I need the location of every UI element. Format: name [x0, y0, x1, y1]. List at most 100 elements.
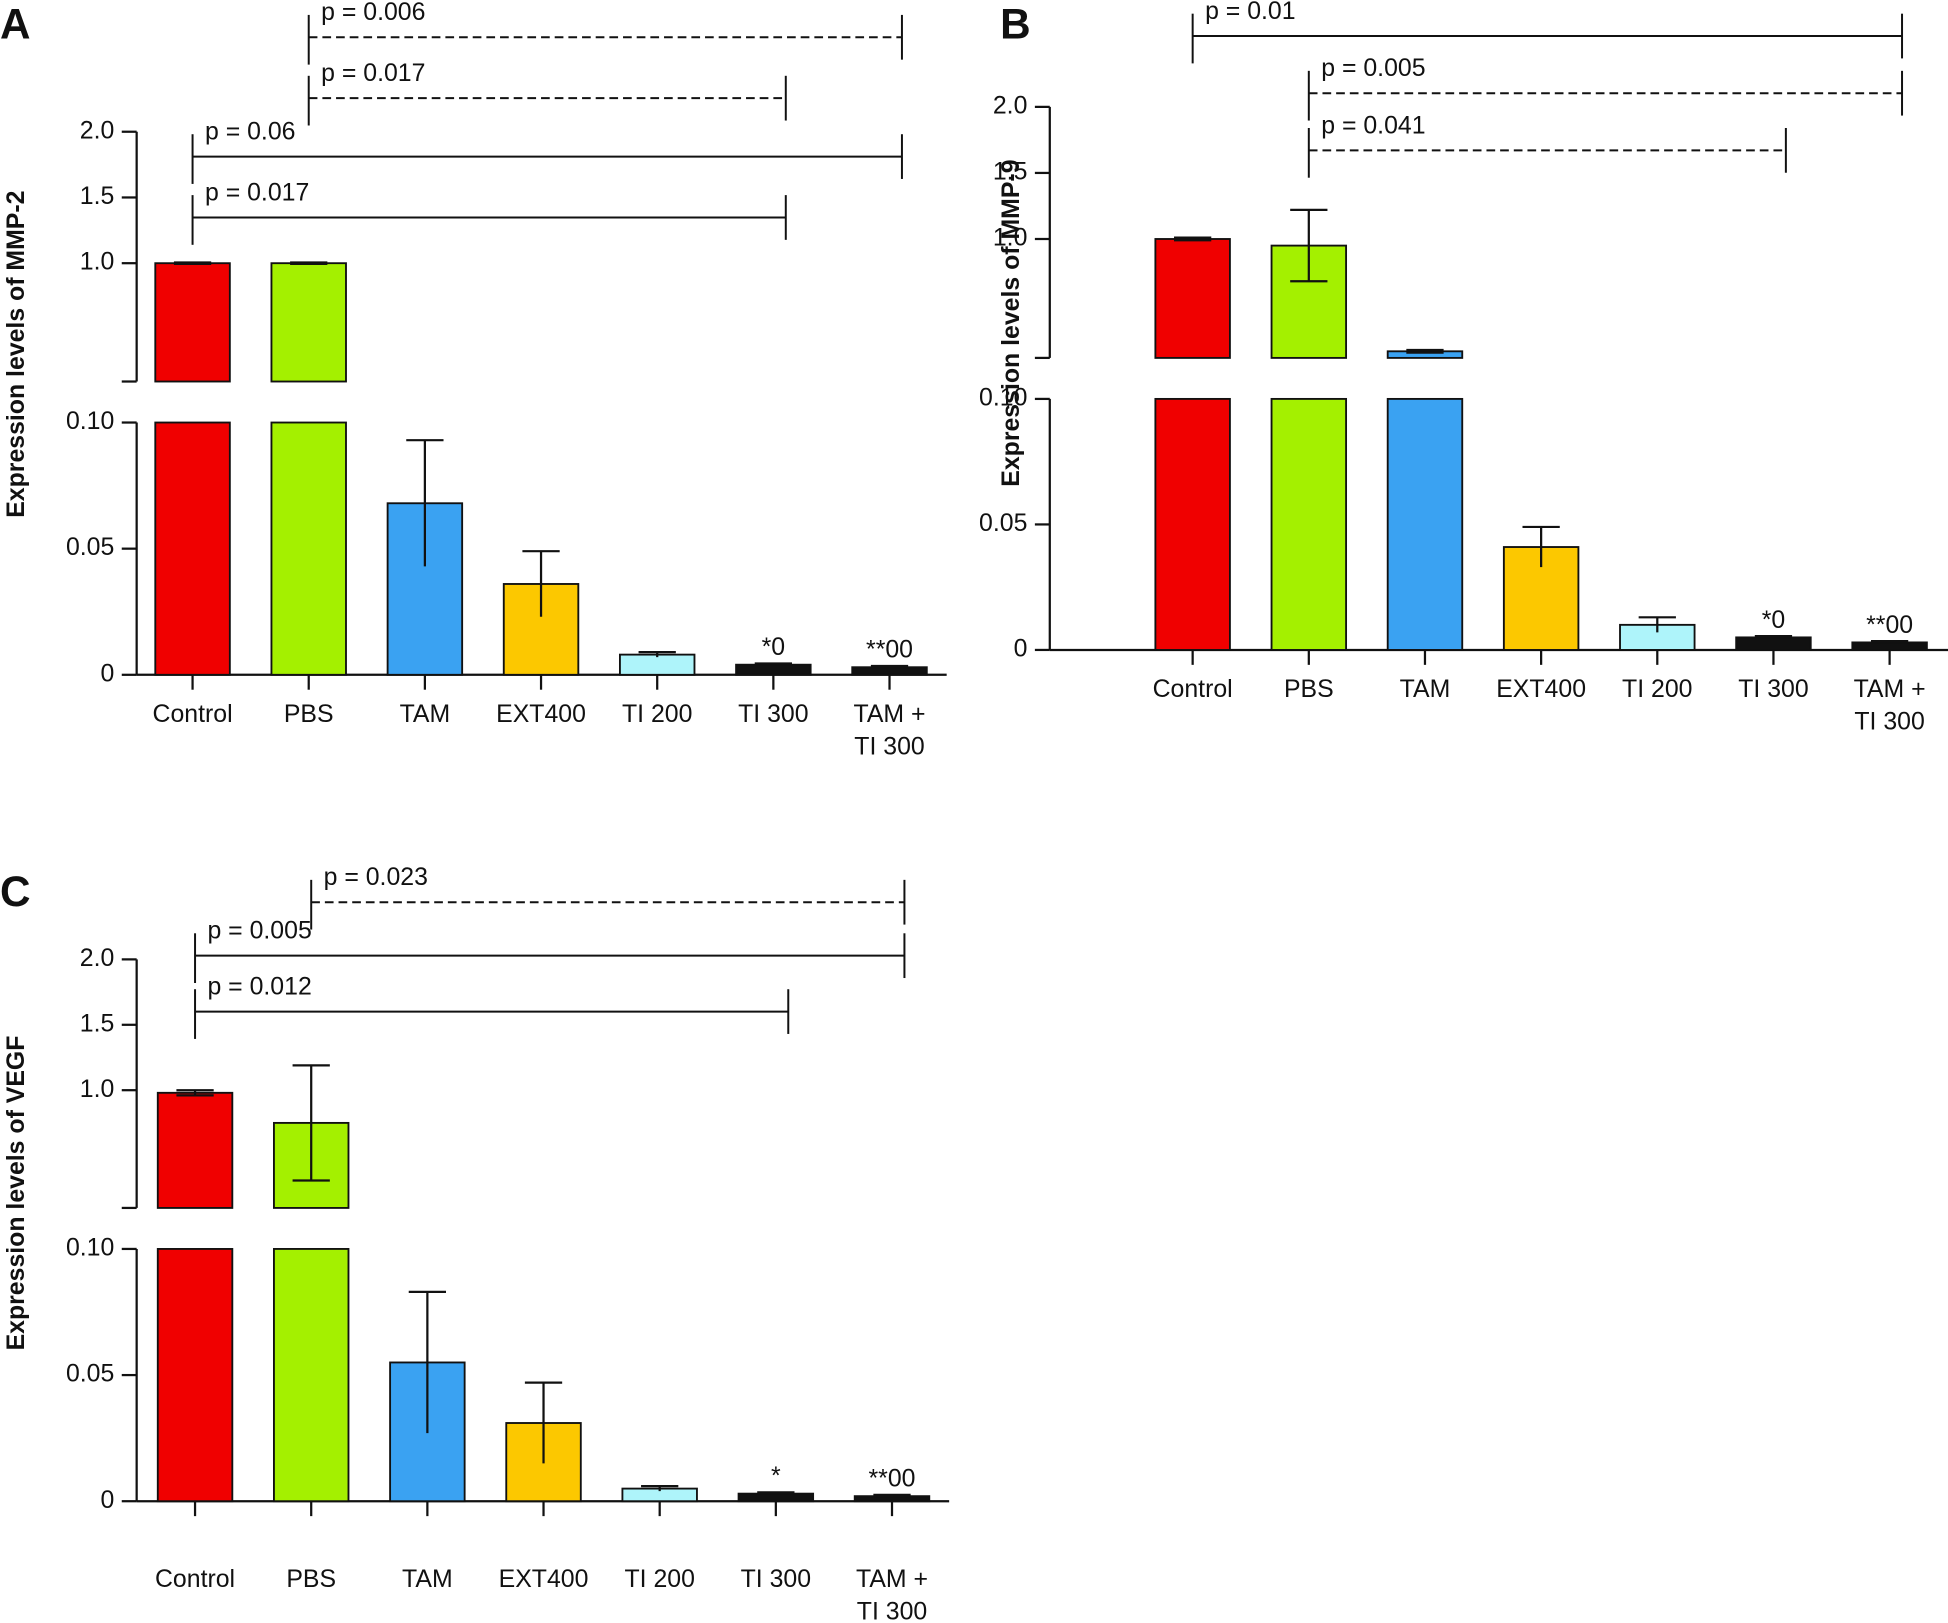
x-tick-label-box: TAM + TI 300	[853, 700, 926, 761]
bar	[735, 663, 812, 676]
comparison-bracket	[310, 879, 906, 930]
comparison-bracket	[194, 989, 790, 1039]
comparison-bracket	[194, 933, 906, 983]
x-tick-label: PBS	[283, 700, 334, 729]
comparison-bracket	[191, 195, 787, 245]
error-bar	[408, 1290, 447, 1434]
comparison-bracket	[307, 75, 787, 126]
x-tick-label: TI 200	[621, 700, 693, 729]
bar	[1270, 397, 1348, 651]
x-tick-label: TAM	[1399, 676, 1451, 704]
x-tick-label-box: PBS	[286, 1566, 336, 1593]
y-axis-title: Expression levels of VEGF	[3, 1036, 30, 1351]
x-tick-label-box: EXT400	[496, 701, 586, 728]
significance-mark: *	[771, 1463, 781, 1490]
y-tick-label: 0	[100, 660, 114, 687]
x-tick-label: PBS	[1283, 676, 1334, 704]
bar	[270, 262, 347, 383]
y-tick-label: 2.0	[80, 945, 115, 972]
panel-letter: A	[0, 0, 31, 47]
y-tick-label: 0.05	[979, 510, 1027, 537]
error-bar	[1638, 616, 1676, 633]
x-tick-label-box: TI 300	[740, 1565, 812, 1594]
x-tick-label: Control	[152, 700, 233, 729]
panel: B Expression levels of MMP-9 0 0.05 0.10 1.0 1…	[979, 0, 1948, 736]
panel: A Expression levels of MMP-2 0 0.05 0.10 1.0 1…	[0, 0, 947, 761]
x-tick-label-box: TI 300	[738, 700, 809, 729]
x-tick-label: Control	[1152, 676, 1233, 704]
y-tick-label: 1.5	[80, 1010, 115, 1037]
y-tick-label: 1.5	[993, 158, 1028, 185]
error-bar	[1522, 525, 1560, 568]
error-bar	[406, 439, 444, 567]
y-tick-label: 1.0	[80, 1076, 115, 1103]
x-tick-label-box: TAM	[1399, 676, 1451, 704]
y-tick-label: 1.5	[80, 183, 115, 210]
bar	[154, 262, 231, 383]
x-tick-label-box: Control	[154, 1565, 236, 1594]
x-tick-label-box: EXT400	[499, 1566, 589, 1593]
p-value-label: p = 0.005	[207, 918, 311, 945]
error-bar	[1406, 348, 1444, 354]
error-bar	[176, 1089, 214, 1097]
x-tick-label-box: Control	[1152, 676, 1233, 704]
error-bar	[1290, 208, 1328, 283]
significance-mark: **00	[866, 637, 913, 664]
x-tick-label-box: TI 300	[1738, 676, 1809, 704]
x-tick-label-box: TI 200	[621, 700, 693, 729]
error-bar	[290, 261, 328, 265]
y-tick-label: 2.0	[993, 92, 1028, 119]
y-tick-label: 0	[100, 1487, 114, 1514]
x-tick-label: TAM + TI 300	[853, 700, 926, 761]
significance-mark: **00	[869, 1466, 916, 1493]
x-tick-label-box: TAM	[402, 1565, 453, 1594]
p-value-label: p = 0.01	[1205, 0, 1295, 25]
x-tick-label: TAM + TI 300	[1853, 676, 1926, 736]
y-tick-label: 0	[1014, 636, 1028, 663]
comparison-bracket	[191, 134, 903, 184]
error-bar	[524, 1381, 563, 1464]
x-tick-label: TI 300	[738, 700, 809, 729]
bar	[154, 421, 231, 676]
x-tick-label: TI 200	[624, 1565, 695, 1594]
comparison-bracket	[1307, 70, 1904, 121]
y-tick-label: 0.05	[66, 534, 114, 561]
y-tick-label: 1.0	[80, 249, 115, 276]
y-tick-label: 1.0	[993, 225, 1028, 252]
x-tick-label: TAM	[399, 700, 451, 729]
p-value-label: p = 0.017	[205, 179, 309, 206]
error-bar	[1174, 236, 1212, 242]
error-bar	[870, 664, 909, 669]
error-bar	[292, 1064, 330, 1182]
significance-mark: *0	[762, 634, 785, 661]
panel: C Expression levels of VEGF 0 0.05 0.10 1.0 1.…	[0, 864, 950, 1623]
x-tick-label-box: TAM	[399, 700, 451, 729]
x-tick-label: TI 300	[740, 1565, 812, 1594]
y-axis-title: Expression levels of MMP-9	[998, 159, 1025, 486]
x-tick-label-box: TAM + TI 300	[856, 1566, 928, 1623]
error-bar	[638, 650, 676, 658]
p-value-label: p = 0.041	[1321, 112, 1425, 139]
y-tick-label: 0.10	[66, 1234, 114, 1261]
y-axis-title: Expression levels of MMP-2	[3, 191, 30, 518]
error-bar	[1870, 640, 1909, 644]
y-tick-label: 0.10	[66, 408, 114, 435]
x-tick-label: TAM	[402, 1565, 453, 1594]
bar	[618, 653, 696, 676]
bar	[1386, 397, 1464, 651]
x-tick-label: TI 300	[1738, 676, 1809, 704]
x-tick-label: TI 200	[1622, 676, 1693, 704]
comparison-bracket	[1307, 128, 1787, 178]
x-tick-label-box: PBS	[1283, 676, 1334, 704]
panel-letter: B	[1000, 0, 1031, 47]
error-bar	[641, 1484, 679, 1492]
bar	[270, 421, 347, 676]
bar	[1154, 397, 1231, 651]
error-bar	[173, 261, 212, 265]
x-tick-label: Control	[154, 1565, 236, 1594]
x-tick-label-box: EXT400	[1496, 676, 1586, 703]
p-value-label: p = 0.005	[1321, 55, 1425, 82]
y-tick-label: 0.10	[979, 384, 1027, 411]
significance-mark: *0	[1762, 607, 1785, 634]
